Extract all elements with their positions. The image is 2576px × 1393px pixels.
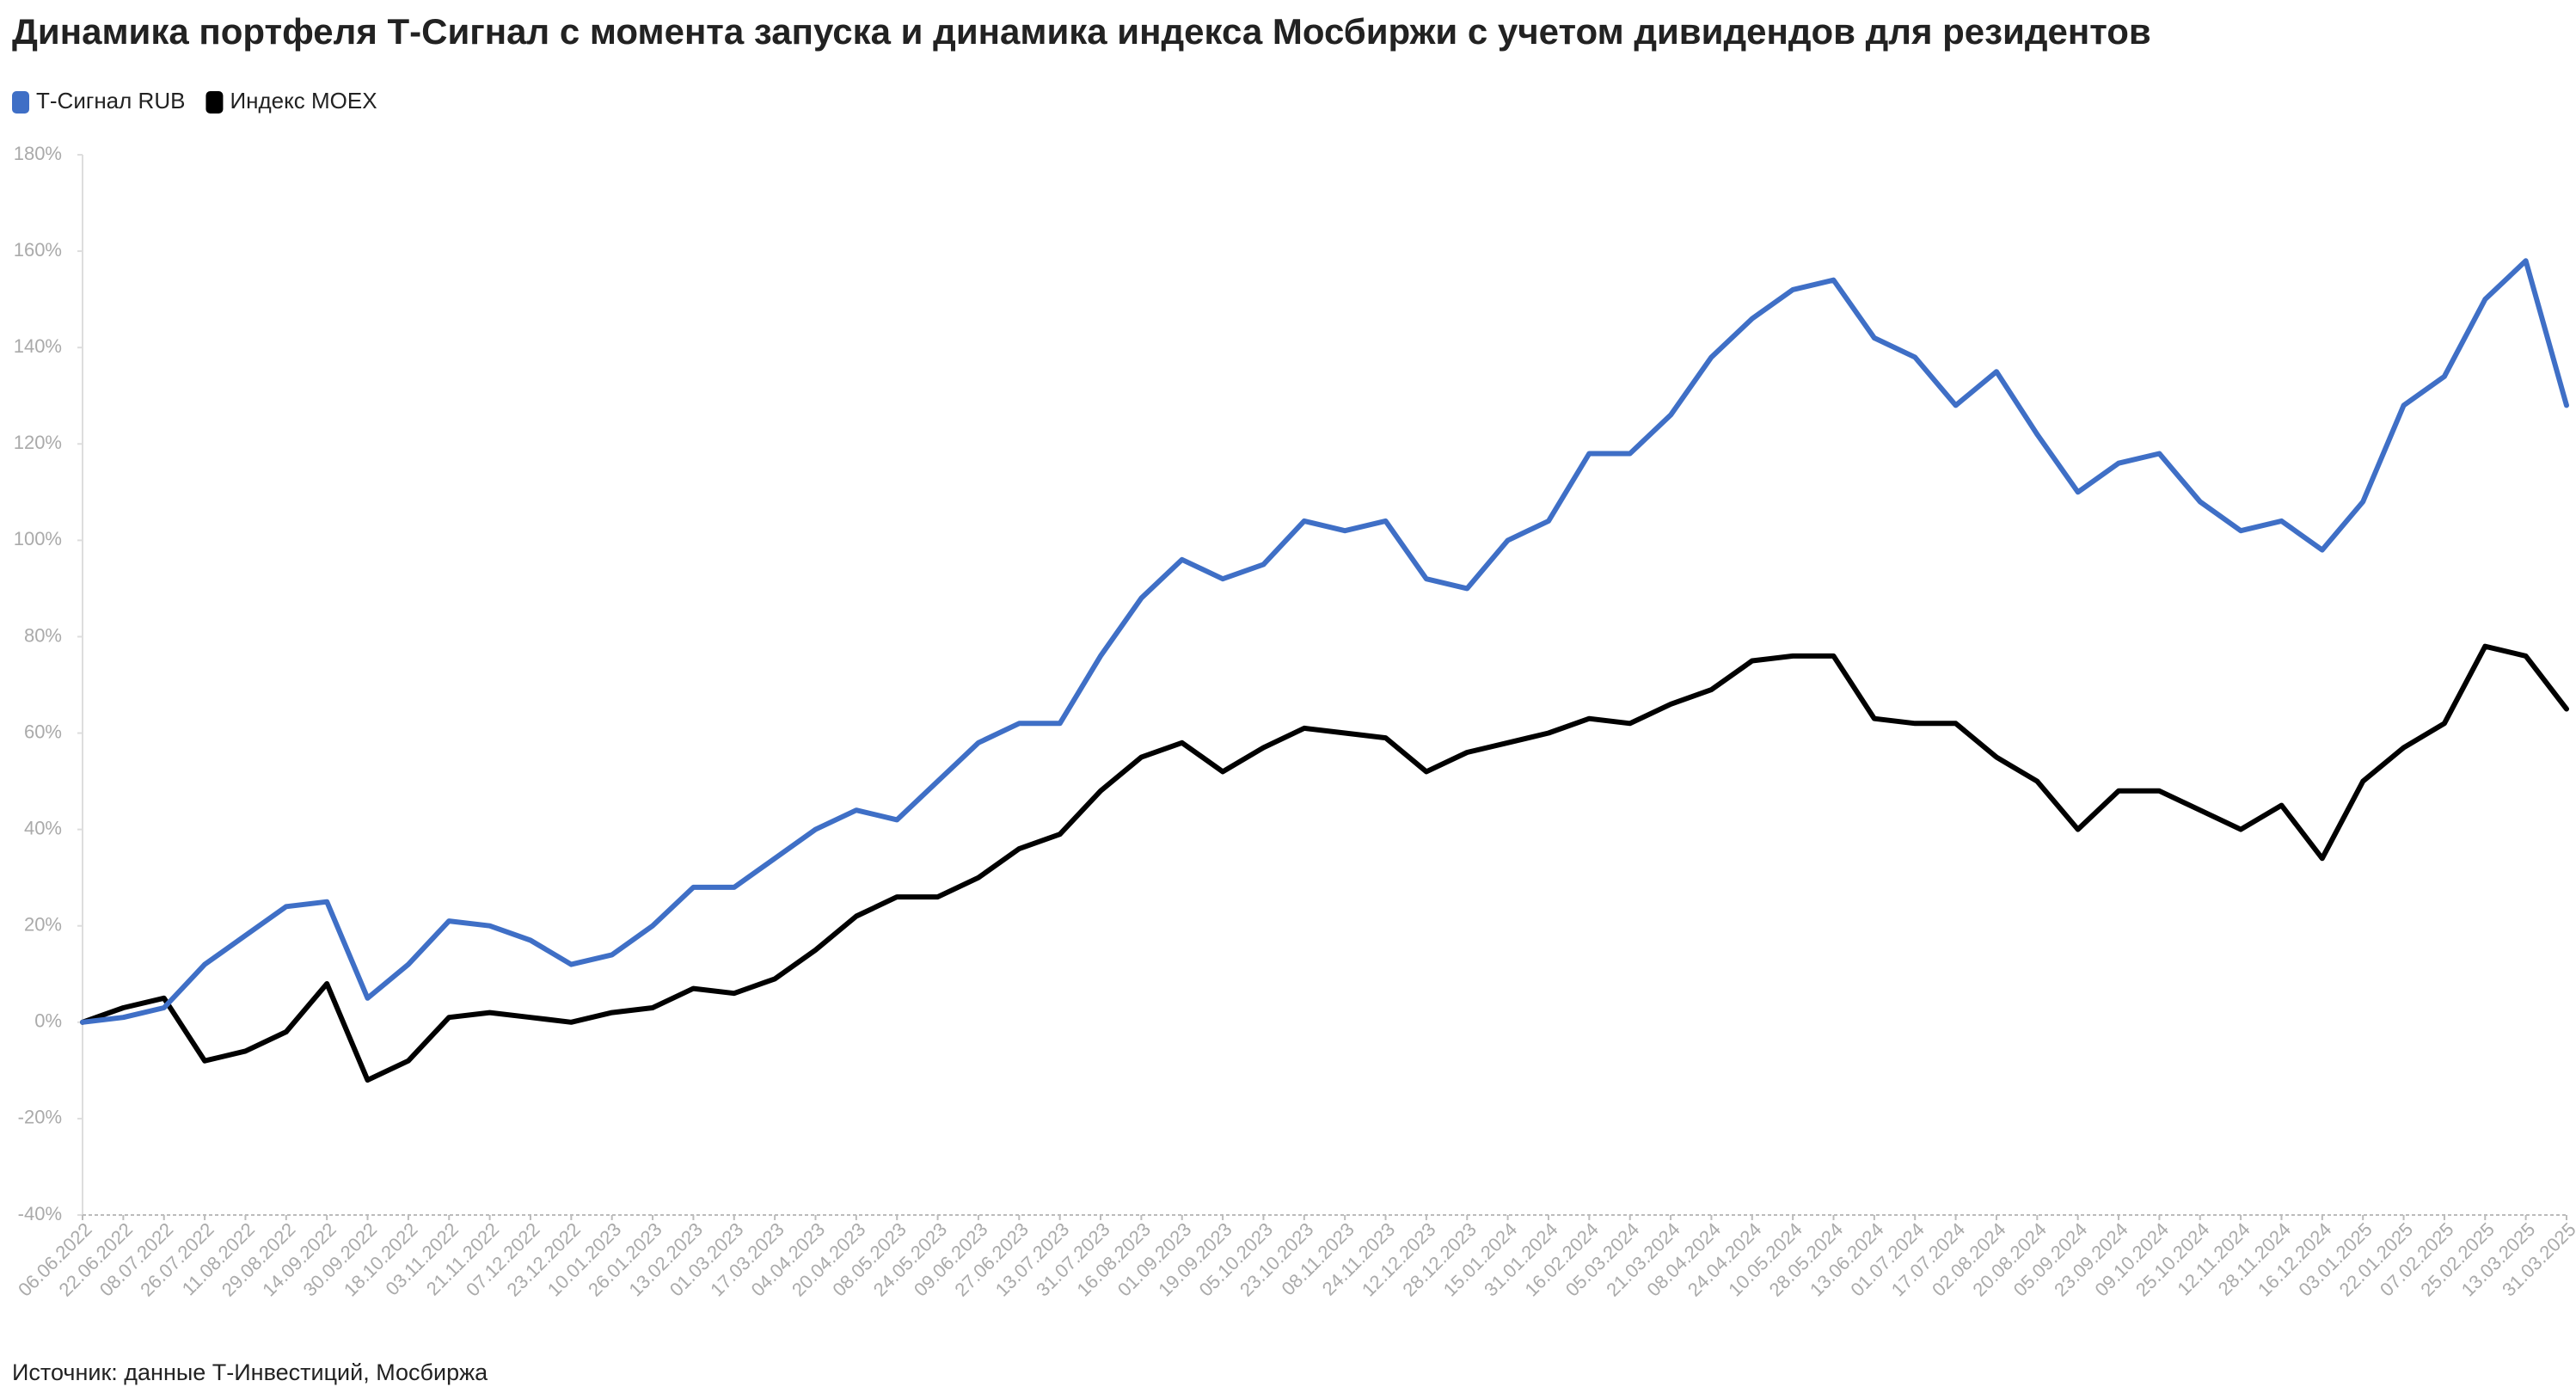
legend-label: Т-Сигнал RUB <box>36 88 185 114</box>
y-tick-label: 180% <box>14 143 62 164</box>
y-tick-label: 140% <box>14 335 62 357</box>
y-tick-label: 120% <box>14 432 62 453</box>
y-tick-label: 40% <box>24 817 62 838</box>
chart-title: Динамика портфеля Т-Сигнал с момента зап… <box>12 11 2151 52</box>
y-tick-label: 160% <box>14 239 62 261</box>
y-tick-label: -40% <box>18 1203 62 1224</box>
y-tick-label: -20% <box>18 1107 62 1128</box>
legend-swatch <box>12 91 29 114</box>
y-tick-label: 0% <box>34 1010 62 1032</box>
legend: Т-Сигнал RUB Индекс MOEX <box>12 88 377 114</box>
y-tick-label: 20% <box>24 914 62 936</box>
legend-swatch <box>205 91 224 114</box>
series-line <box>80 258 2569 1025</box>
y-tick-label: 60% <box>24 721 62 742</box>
legend-label: Индекс MOEX <box>230 88 377 114</box>
series-line <box>80 643 2569 1083</box>
source-note: Источник: данные Т-Инвестиций, Мосбиржа <box>12 1359 488 1385</box>
y-tick-label: 100% <box>14 528 62 549</box>
y-tick-label: 80% <box>24 624 62 646</box>
